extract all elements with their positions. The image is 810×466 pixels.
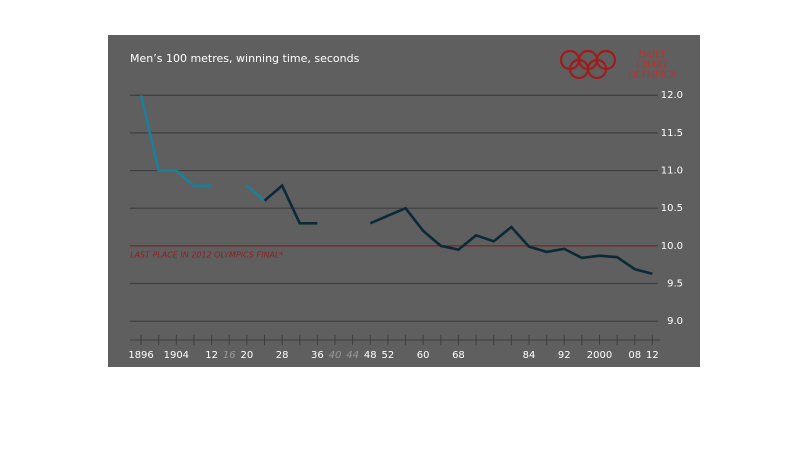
x-tick-label: 36	[311, 350, 324, 361]
y-tick-label: 9.0	[667, 316, 683, 327]
y-tick-label: 11.5	[661, 128, 683, 139]
x-tick-label: 28	[276, 350, 289, 361]
x-tick-label: 12	[205, 350, 218, 361]
x-tick-label: 48	[364, 350, 377, 361]
series-line	[139, 94, 212, 187]
series-line	[369, 206, 653, 275]
y-tick-label: 10.5	[661, 203, 683, 214]
logo-text: CHART	[636, 59, 669, 70]
x-tick-label: 60	[417, 350, 430, 361]
x-tick-label: 08	[628, 350, 641, 361]
y-tick-label: 11.0	[661, 166, 683, 177]
x-tick-label: 44	[346, 350, 359, 361]
x-tick-label: 68	[452, 350, 465, 361]
logo-text: OLYMPICS	[628, 69, 676, 80]
series-line	[246, 184, 266, 202]
x-tick-label: 92	[558, 350, 571, 361]
x-tick-label: 52	[382, 350, 395, 361]
x-tick-label: 2000	[587, 350, 612, 361]
y-tick-label: 9.5	[667, 279, 683, 290]
plot-background	[108, 35, 700, 367]
x-tick-label: 20	[240, 350, 253, 361]
x-tick-label: 1896	[128, 350, 153, 361]
logo: DAILY CHART OLYMPICS	[628, 49, 676, 80]
x-tick-label: 12	[646, 350, 659, 361]
x-tick-label: 40	[329, 350, 342, 361]
x-tick-label: 16	[223, 350, 236, 361]
logo-rings	[559, 49, 617, 80]
y-tick-label: 10.0	[661, 241, 683, 252]
y-tick-label: 12.0	[661, 90, 683, 101]
x-tick-label: 1904	[164, 350, 189, 361]
logo-text: DAILY	[637, 49, 667, 60]
chart-title: Men’s 100 metres, winning time, seconds	[130, 52, 360, 65]
reference-label: LAST PLACE IN 2012 OLYMPICS FINAL*	[130, 250, 283, 259]
x-tick-label: 84	[523, 350, 536, 361]
series-line	[263, 183, 318, 225]
